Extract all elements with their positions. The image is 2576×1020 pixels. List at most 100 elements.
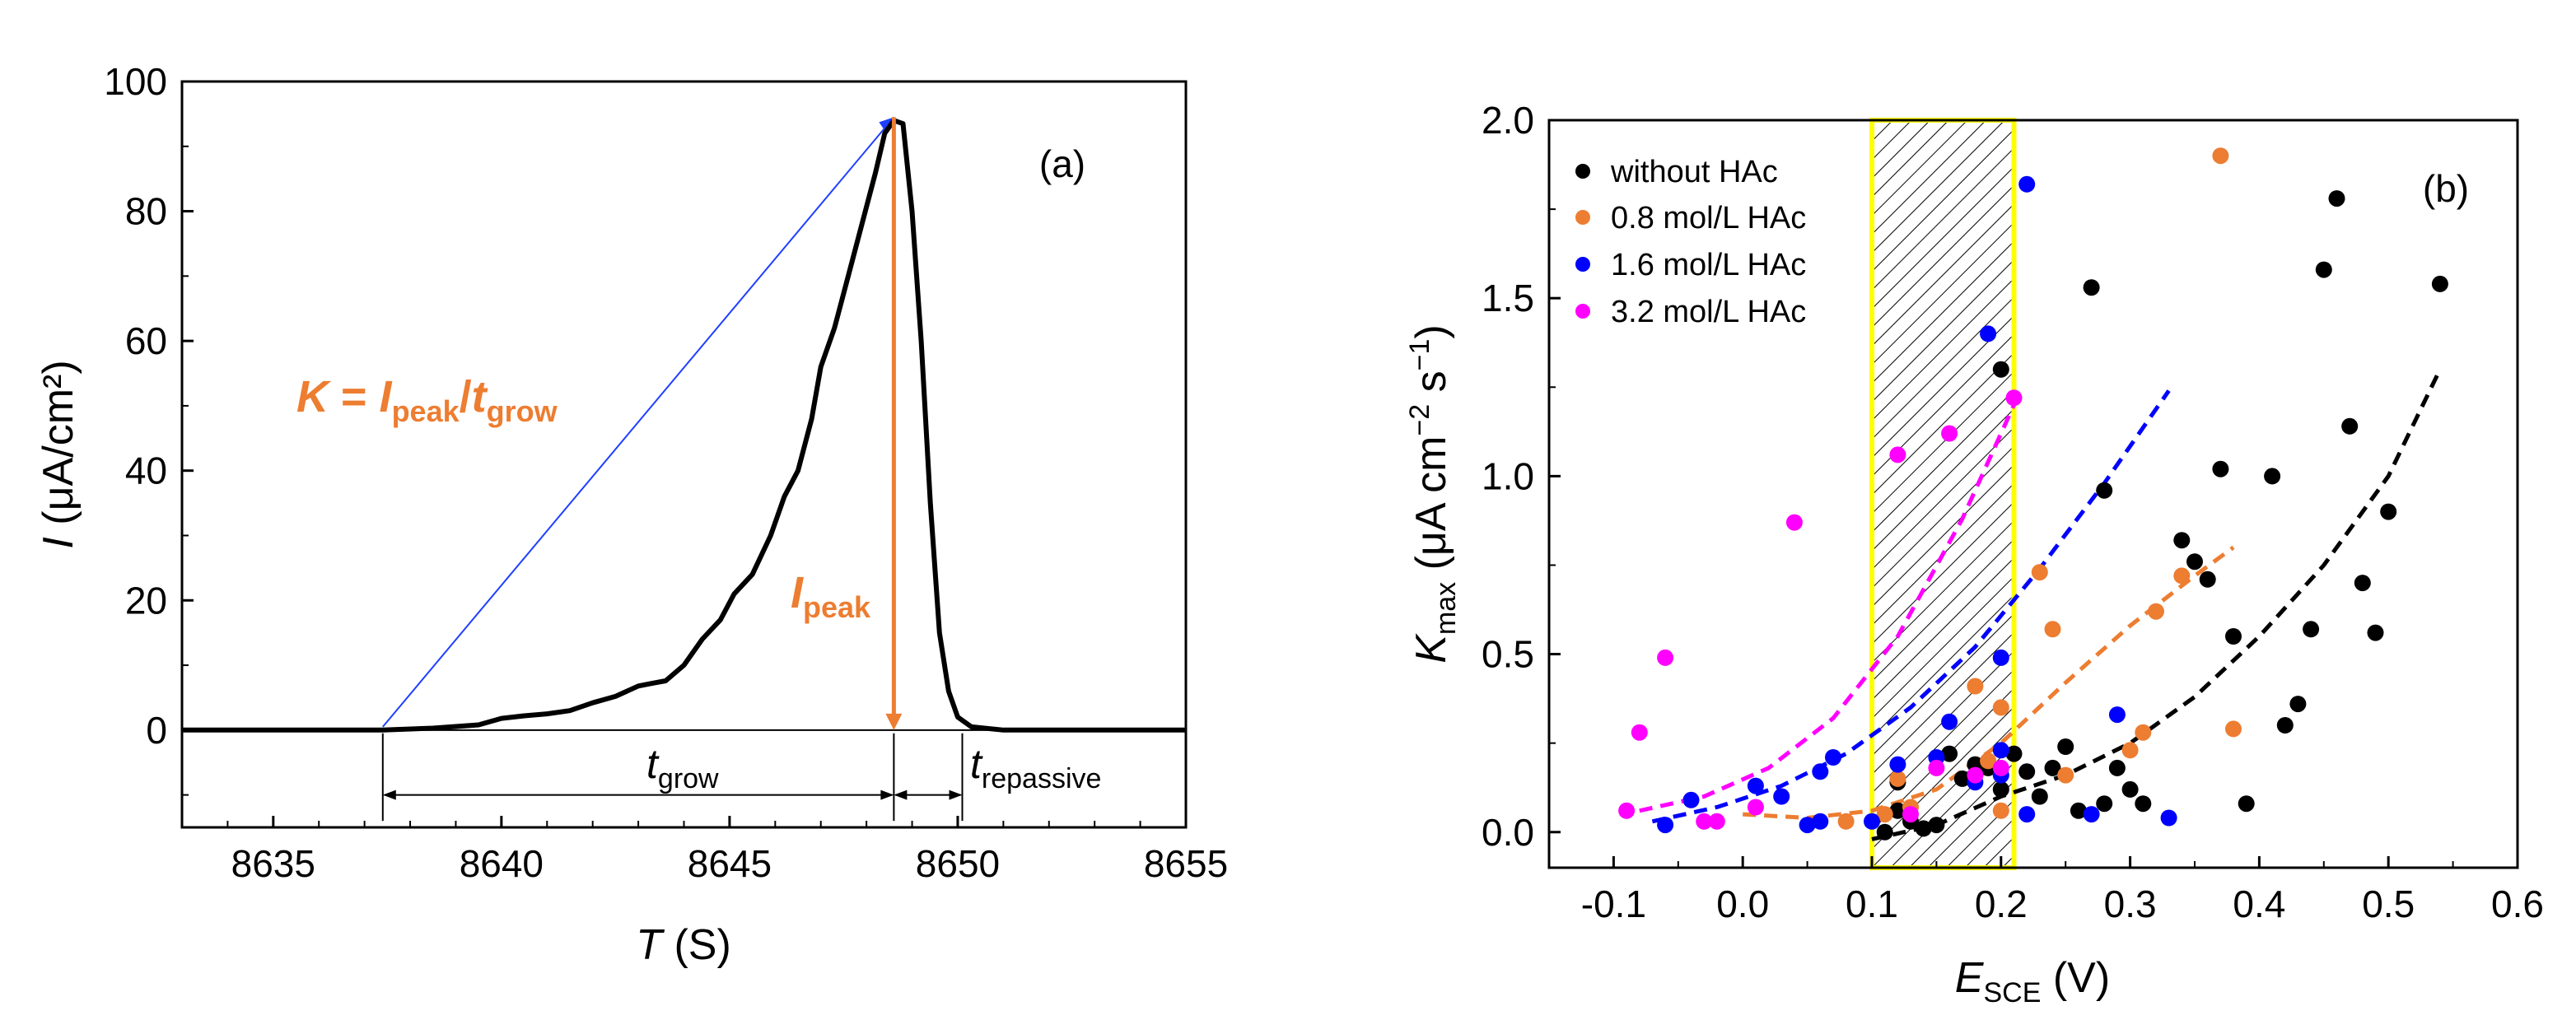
trepassive-arrow-head-right (949, 789, 963, 800)
x-axis-var: T (636, 921, 665, 969)
scatter-point-series-0 (1915, 820, 1932, 837)
scatter-point-series-3 (1785, 514, 1803, 531)
series-line (182, 118, 1186, 733)
x-axis-unit: (S) (674, 921, 730, 969)
slope-line (382, 116, 895, 728)
scatter-point-series-3 (1889, 446, 1906, 463)
trepassive-t: t (970, 741, 983, 787)
scatter-point-series-0 (1992, 361, 2009, 378)
scatter-point-series-0 (1928, 817, 1945, 834)
scatter-point-series-0 (2070, 802, 2087, 819)
scatter-point-series-2 (1864, 813, 1880, 830)
legend-label-1-6-hac: 1.6 mol/L HAc (1611, 248, 1806, 282)
scatter-point-series-1 (1992, 802, 2009, 819)
x-tick-label: 0.2 (1975, 883, 2028, 925)
scatter-point-series-0 (2431, 275, 2448, 292)
scatter-point-series-0 (1889, 802, 1906, 819)
scatter-point-series-2 (1773, 788, 1790, 805)
x-tick-label: 0.3 (2104, 883, 2157, 925)
chart-a-marks (182, 116, 1186, 822)
legend-marker-3-2-hac (1575, 304, 1590, 319)
y-tick-label: 2.0 (1482, 99, 1534, 142)
fit-line-series-2 (1651, 389, 2171, 824)
scatter-point-series-0 (2083, 279, 2100, 296)
b-y-sup1: −2 (1404, 404, 1435, 436)
legend-label-0-8-hac: 0.8 mol/L HAc (1611, 201, 1806, 235)
b-y-sub: max (1430, 582, 1462, 635)
scatter-point-series-1 (2212, 147, 2229, 165)
scatter-point-series-1 (1980, 752, 1997, 770)
scatter-point-series-3 (1657, 649, 1674, 666)
scatter-point-series-0 (2289, 696, 2307, 713)
chart-a-slope-equation: K = Ipeak/tgrow (296, 372, 558, 428)
scatter-point-series-2 (2018, 806, 2036, 823)
peak-sub: peak (803, 590, 871, 624)
slope-I-sub: peak (392, 394, 460, 428)
scatter-point-series-0 (2031, 788, 2048, 805)
scatter-point-series-3 (1618, 802, 1636, 819)
chart-a-y-ticks: 0 20 40 60 80 100 (104, 60, 194, 796)
b-y-sup2: −1 (1404, 339, 1435, 371)
x-tick-label: -0.1 (1581, 883, 1646, 925)
scatter-point-series-0 (2367, 624, 2384, 641)
x-tick-label: 0.0 (1716, 883, 1769, 925)
legend-label-without-hac: without HAc (1610, 155, 1778, 189)
scatter-point-series-2 (1992, 742, 2009, 759)
scatter-point-series-3 (1992, 759, 2009, 776)
scatter-point-series-3 (1696, 813, 1713, 830)
scatter-point-series-1 (2057, 766, 2074, 784)
scatter-point-series-0 (2044, 759, 2061, 776)
chart-b-marks (1618, 147, 2448, 841)
scatter-point-series-0 (2225, 628, 2242, 645)
scatter-point-series-3 (1967, 766, 1984, 784)
scatter-point-series-2 (1799, 817, 1816, 834)
scatter-point-series-3 (1941, 425, 1958, 442)
legend-marker-0-8-hac (1575, 210, 1590, 225)
trepassive-arrow-head-left (894, 789, 908, 800)
scatter-point-series-3 (1631, 724, 1648, 741)
scatter-point-series-2 (1889, 756, 1906, 773)
scatter-point-series-1 (1876, 806, 1893, 823)
x-tick-label: 0.4 (2233, 883, 2285, 925)
peak-I: I (791, 568, 804, 617)
scatter-point-series-2 (1941, 713, 1958, 730)
y-axis-var: I (35, 537, 82, 548)
scatter-point-series-0 (1941, 745, 1958, 762)
chart-a-tgrow-label: tgrow (646, 741, 719, 794)
scatter-point-series-0 (2276, 717, 2294, 734)
x-tick-label: 8650 (916, 842, 1000, 885)
x-tick-label: 0.6 (2491, 883, 2544, 925)
b-y-var: K (1407, 633, 1455, 664)
y-tick-label: 0.0 (1482, 811, 1534, 854)
scatter-point-series-0 (2096, 482, 2113, 499)
slope-t: t (472, 372, 488, 422)
scatter-point-series-0 (2057, 738, 2074, 755)
chart-b-y-axis-label: Kmax (μA cm−2 s−1) (1404, 324, 1462, 664)
y-tick-label: 100 (104, 60, 167, 103)
scatter-point-series-0 (2186, 553, 2203, 571)
chart-b-panel-label: (b) (2423, 167, 2469, 210)
tgrow-sub: grow (658, 763, 719, 794)
scatter-point-series-3 (1747, 799, 1764, 816)
y-tick-label: 1.0 (1482, 454, 1534, 497)
chart-a: 8635 8640 8645 8650 8655 0 20 40 60 80 100 (a) K … (35, 60, 1228, 969)
scatter-point-series-0 (2341, 417, 2359, 435)
scatter-point-series-2 (2160, 809, 2177, 827)
scatter-point-series-2 (1980, 325, 1997, 342)
scatter-point-series-0 (1992, 780, 2009, 798)
x-axis-space (662, 921, 674, 969)
legend-marker-without-hac (1575, 164, 1590, 179)
scatter-point-series-2 (1657, 817, 1674, 834)
chart-a-x-ticks: 8635 8640 8645 8650 8655 (181, 816, 1228, 885)
scatter-point-series-2 (1812, 763, 1829, 780)
scatter-point-series-1 (1837, 813, 1855, 830)
y-tick-label: 1.5 (1482, 277, 1534, 319)
scatter-point-series-3 (1902, 806, 1919, 823)
scatter-point-series-2 (2018, 175, 2036, 193)
y-axis-unit: (μA/cm²) (35, 360, 82, 524)
legend-marker-1-6-hac (1575, 257, 1590, 272)
slope-slash: / (460, 372, 472, 422)
b-y-unit-c: ) (1407, 324, 1455, 338)
slope-K: K (296, 372, 332, 422)
